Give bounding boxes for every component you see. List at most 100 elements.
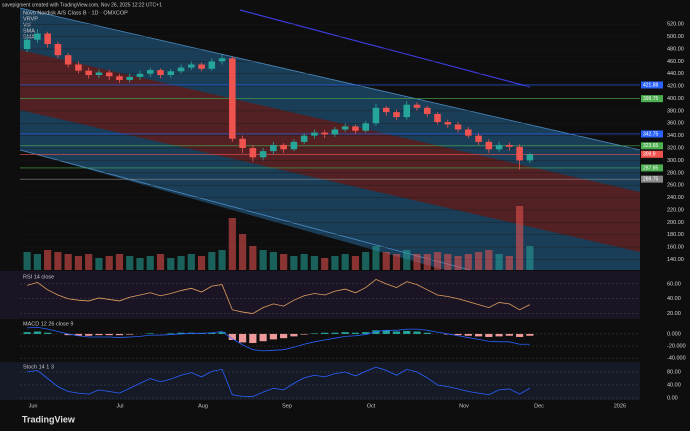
volume-bar <box>146 256 154 270</box>
volume-bar <box>454 256 462 270</box>
candle-body <box>290 141 298 150</box>
candle-body <box>362 123 369 131</box>
macd-bar <box>454 333 462 336</box>
macd-bar <box>516 333 524 337</box>
volume-bar <box>495 254 503 270</box>
y-tick-label: -20.000 <box>667 344 686 350</box>
brand: TradingView <box>22 414 76 424</box>
macd-bar <box>218 332 226 334</box>
volume-bar <box>444 254 452 270</box>
level-tag <box>641 150 663 158</box>
macd-bar <box>300 333 308 335</box>
credit: savepigment created with TradingView.com… <box>2 2 162 8</box>
level-label: 421.88 <box>643 82 659 88</box>
legend-item: VRVP <box>23 16 38 22</box>
candle-body <box>116 76 123 80</box>
volume-bar <box>33 254 41 270</box>
candle-body <box>34 33 41 40</box>
volume-bar <box>526 246 534 270</box>
macd-bar <box>259 333 267 342</box>
candle-body <box>372 107 380 124</box>
volume-bar <box>115 254 124 270</box>
level-tag <box>641 95 663 103</box>
macd-bar <box>23 332 31 334</box>
legend-item: SMA <box>23 34 35 40</box>
macd-bar <box>44 332 52 334</box>
candle-body <box>311 132 318 136</box>
candle-body <box>321 132 328 135</box>
candle-body <box>382 107 390 113</box>
macd-bar <box>362 332 370 334</box>
volume-bar <box>136 258 144 270</box>
candle-body <box>239 138 246 149</box>
y-tick-label: 480.00 <box>667 46 684 52</box>
volume-bar <box>249 246 257 270</box>
volume-bar <box>485 250 493 270</box>
candle-body <box>465 129 472 136</box>
level-tag <box>641 81 663 89</box>
x-tick-label: Aug <box>198 403 208 409</box>
macd-bar <box>167 333 175 334</box>
candle-body <box>413 104 421 108</box>
candle-body <box>516 146 523 161</box>
channel-inner <box>20 50 640 252</box>
volume-bar <box>208 252 216 270</box>
candle-body <box>485 141 493 150</box>
y-tick-label: 440.00 <box>667 71 684 77</box>
candle-body <box>526 154 534 161</box>
macd-bar <box>95 333 103 336</box>
y-tick-label: -40.000 <box>667 356 686 362</box>
candle-body <box>85 70 92 75</box>
y-tick-label: 0.000 <box>667 331 681 337</box>
level-label: 399.75 <box>643 96 659 102</box>
y-tick-label: 420.00 <box>667 84 684 90</box>
volume-bar <box>23 252 31 270</box>
candle-body <box>105 72 113 77</box>
price-axis <box>640 0 690 431</box>
y-tick-label: 280.00 <box>667 170 684 176</box>
volume-bar <box>290 256 298 270</box>
pane-title: Stoch 14 1 3 <box>23 364 54 370</box>
macd-bar <box>269 333 277 340</box>
macd-bar <box>485 333 493 337</box>
legend-item: SMA <box>23 28 35 34</box>
candle-body <box>434 114 441 123</box>
macd-bar <box>351 332 360 334</box>
macd-bar <box>341 332 349 334</box>
macd-bar <box>126 333 134 335</box>
x-tick-label: Jun <box>29 403 38 409</box>
macd-bar <box>64 333 72 336</box>
candle-body <box>75 64 82 71</box>
volume-bar <box>167 258 175 270</box>
volume-bar <box>44 250 52 270</box>
volume-bar <box>464 254 472 270</box>
indicator-line <box>27 278 531 314</box>
macd-bar <box>474 333 483 337</box>
macd-bar <box>228 333 236 340</box>
volume-bar <box>228 218 236 270</box>
volume-bar <box>423 254 431 270</box>
macd-bar <box>146 333 154 334</box>
macd-bar <box>321 332 329 334</box>
macd-bar <box>413 331 421 334</box>
y-tick-label: 20.00 <box>667 311 681 317</box>
volume-bar <box>321 258 329 270</box>
rsi-pane <box>0 271 640 319</box>
macd-bar <box>464 333 472 336</box>
level-tag <box>641 175 663 183</box>
y-tick-label: 240.00 <box>667 195 684 201</box>
candle-body <box>44 33 51 45</box>
x-tick-label: Jul <box>116 403 123 409</box>
volume-bar <box>403 250 411 270</box>
channel-line <box>19 7 641 151</box>
candle-body <box>146 70 154 74</box>
volume-bar <box>413 254 421 270</box>
candle-body <box>352 126 359 131</box>
candle-body <box>249 148 257 158</box>
macd-bar <box>105 333 113 336</box>
candle-body <box>475 135 482 142</box>
candle-body <box>280 144 287 150</box>
candle-body <box>208 61 216 69</box>
macd-bar <box>177 332 185 334</box>
y-tick-label: 160.00 <box>667 245 684 251</box>
